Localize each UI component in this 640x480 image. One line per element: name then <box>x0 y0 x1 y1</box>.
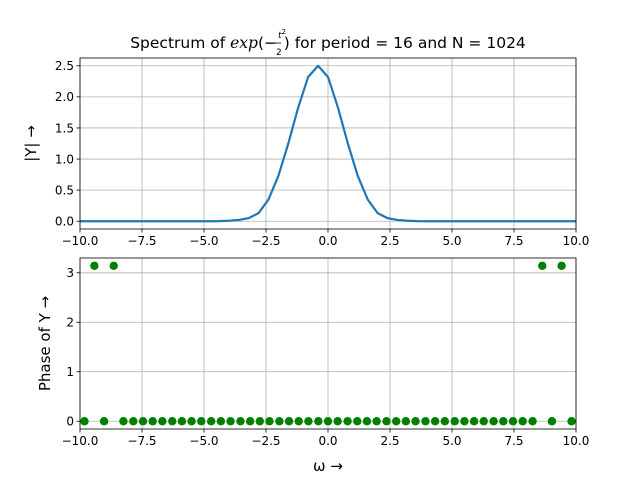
phase-point <box>440 417 450 426</box>
phase-point <box>265 417 274 426</box>
phase-point <box>528 417 537 426</box>
x-tick-label: 5.0 <box>442 234 461 248</box>
x-tick-label: −10.0 <box>62 434 99 448</box>
x-axis-label: ω → <box>313 457 343 475</box>
x-tick-label: 5.0 <box>442 434 461 448</box>
x-tick-label: 7.5 <box>504 234 523 248</box>
x-tick-label: 10.0 <box>563 234 590 248</box>
x-tick-label: 0.0 <box>318 434 337 448</box>
phase-point <box>129 417 138 426</box>
phase-point <box>109 261 118 270</box>
y-tick-label: 2 <box>66 316 74 330</box>
phase-point <box>245 417 255 426</box>
phase-panel: −10.0 −7.5 −5.0 −2.5 0.0 2.5 5.0 7.5 10.0 0 1 2 3 Ph… <box>36 257 590 475</box>
phase-point <box>460 417 469 426</box>
phase-point <box>362 417 372 426</box>
y-tick-label: 1.5 <box>55 121 74 135</box>
phase-point <box>294 417 303 426</box>
phase-point <box>304 417 313 426</box>
phase-point <box>275 417 284 426</box>
phase-point <box>138 417 148 426</box>
phase-point <box>158 417 167 426</box>
phase-point <box>353 417 362 426</box>
phase-point <box>119 417 128 426</box>
chart-title: Spectrum of exp(−t2 2) for period = 16 an… <box>130 28 526 58</box>
x-tick-label: 10.0 <box>563 434 590 448</box>
tick-marks: −10.0 −7.5 −5.0 −2.5 0.0 2.5 5.0 7.5 10.0 0.0 0.5 1… <box>55 59 589 248</box>
y-tick-label: 2.0 <box>55 90 74 104</box>
grid-lines <box>79 258 577 429</box>
x-tick-label: −5.0 <box>189 234 218 248</box>
phase-point <box>489 417 498 426</box>
phase-point <box>206 417 216 426</box>
phase-point <box>430 417 440 426</box>
phase-point <box>90 261 99 270</box>
phase-point <box>343 417 352 426</box>
magnitude-panel: −10.0 −7.5 −5.0 −2.5 0.0 2.5 5.0 7.5 10.0 0.0 0.5 1… <box>22 57 589 248</box>
x-tick-label: −7.5 <box>127 434 156 448</box>
y-axis-label: Phase of Y → <box>36 296 54 391</box>
phase-point <box>557 261 566 270</box>
phase-point <box>99 417 109 426</box>
phase-point <box>284 417 294 426</box>
x-tick-label: −10.0 <box>62 234 99 248</box>
x-tick-label: 7.5 <box>504 434 523 448</box>
x-tick-label: −2.5 <box>251 434 280 448</box>
y-tick-label: 1 <box>66 365 74 379</box>
y-axis-label: |Y| → <box>22 125 40 162</box>
y-tick-label: 2.5 <box>55 59 74 73</box>
y-tick-label: 0.5 <box>55 183 74 197</box>
phase-point <box>323 417 333 426</box>
tick-marks: −10.0 −7.5 −5.0 −2.5 0.0 2.5 5.0 7.5 10.0 0 1 2 3 <box>62 266 590 448</box>
phase-point <box>499 417 508 426</box>
phase-point <box>236 417 245 426</box>
phase-point <box>450 417 459 426</box>
plot-area <box>80 261 576 426</box>
phase-point <box>411 417 420 426</box>
phase-point <box>333 417 342 426</box>
phase-point <box>255 417 264 426</box>
phase-point <box>392 417 401 426</box>
phase-point <box>479 417 488 426</box>
phase-point <box>216 417 226 426</box>
x-tick-label: 2.5 <box>380 434 399 448</box>
phase-point <box>372 417 381 426</box>
y-tick-label: 0.0 <box>55 215 74 229</box>
phase-point <box>567 417 576 426</box>
x-tick-label: 0.0 <box>318 234 337 248</box>
phase-point <box>80 417 89 426</box>
x-tick-label: −7.5 <box>127 234 156 248</box>
phase-point <box>187 417 196 426</box>
phase-point <box>421 417 430 426</box>
phase-point <box>197 417 206 426</box>
x-tick-label: −2.5 <box>251 234 280 248</box>
x-tick-label: 2.5 <box>380 234 399 248</box>
y-tick-label: 1.0 <box>55 152 74 166</box>
y-tick-label: 3 <box>66 266 74 280</box>
y-tick-label: 0 <box>66 415 74 429</box>
phase-point <box>382 417 391 426</box>
phase-point <box>547 417 557 426</box>
phase-point <box>401 417 411 426</box>
phase-point <box>469 417 479 426</box>
phase-point <box>508 417 518 426</box>
phase-point <box>168 417 177 426</box>
phase-point <box>518 417 527 426</box>
phase-point <box>226 417 235 426</box>
magnitude-line <box>80 64 576 223</box>
phase-point <box>177 417 187 426</box>
x-tick-label: −5.0 <box>189 434 218 448</box>
phase-point <box>314 417 323 426</box>
plot-area <box>80 64 576 223</box>
phase-point <box>148 417 157 426</box>
phase-point <box>538 261 547 270</box>
